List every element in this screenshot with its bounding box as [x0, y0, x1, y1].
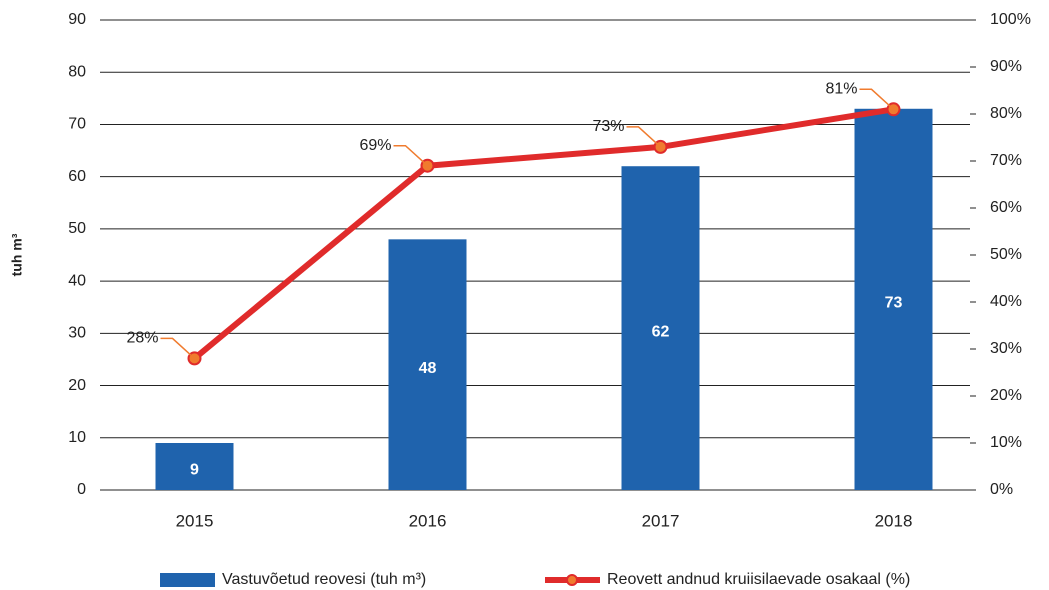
y-tick-label: 80: [68, 63, 86, 80]
line: [192, 106, 894, 361]
legend-marker: [566, 574, 578, 586]
bar-value-label: 62: [652, 323, 670, 340]
bar: [854, 108, 933, 491]
y-tick-label: 70: [68, 116, 86, 133]
legend-label: Reovett andnud kruiisilaevade osakaal (%…: [607, 571, 910, 588]
x-tick-label: 2018: [875, 511, 913, 530]
bar: [155, 443, 234, 490]
y-tick-label: 0: [77, 481, 86, 498]
x-tick-label: 2016: [409, 511, 447, 530]
leader-line: [859, 88, 895, 110]
line-value-label: 81%: [825, 81, 857, 98]
leader-line: [626, 126, 662, 148]
leader-line: [160, 337, 196, 359]
y2-tick-label: 100%: [990, 11, 1031, 28]
x-tick-label: 2017: [642, 511, 680, 530]
y2-tick-label: 0%: [990, 481, 1013, 498]
line-value-label: 73%: [592, 118, 624, 135]
y2-tick-label: 10%: [990, 434, 1022, 451]
y-tick-label: 20: [68, 377, 86, 394]
y2-tick-label: 30%: [990, 340, 1022, 357]
y2-tick-label: 80%: [990, 105, 1022, 122]
legend-label: Vastuvõetud reovesi (tuh m³): [222, 571, 426, 588]
bar: [388, 239, 467, 490]
line-value-label: 69%: [359, 137, 391, 154]
y2-tick-label: 20%: [990, 387, 1022, 404]
y2-tick-label: 70%: [990, 152, 1022, 169]
y2-tick-label: 50%: [990, 246, 1022, 263]
y-tick-label: 40: [68, 272, 86, 289]
bar-value-label: 9: [190, 462, 199, 479]
y2-tick-label: 60%: [990, 199, 1022, 216]
y-tick-label: 60: [68, 168, 86, 185]
bar: [621, 166, 700, 490]
line-value-label: 28%: [126, 330, 158, 347]
y-tick-label: 10: [68, 429, 86, 446]
y-axis-label: tuh m³: [9, 233, 25, 276]
y2-tick-label: 40%: [990, 293, 1022, 310]
y-tick-label: 30: [68, 325, 86, 342]
y2-tick-label: 90%: [990, 58, 1022, 75]
bar-value-label: 48: [419, 360, 437, 377]
y-tick-label: 50: [68, 220, 86, 237]
leader-line: [393, 144, 429, 167]
x-tick-label: 2015: [176, 511, 214, 530]
legend-swatch: [160, 573, 215, 587]
bar-value-label: 73: [885, 295, 903, 312]
y-tick-label: 90: [68, 11, 86, 28]
